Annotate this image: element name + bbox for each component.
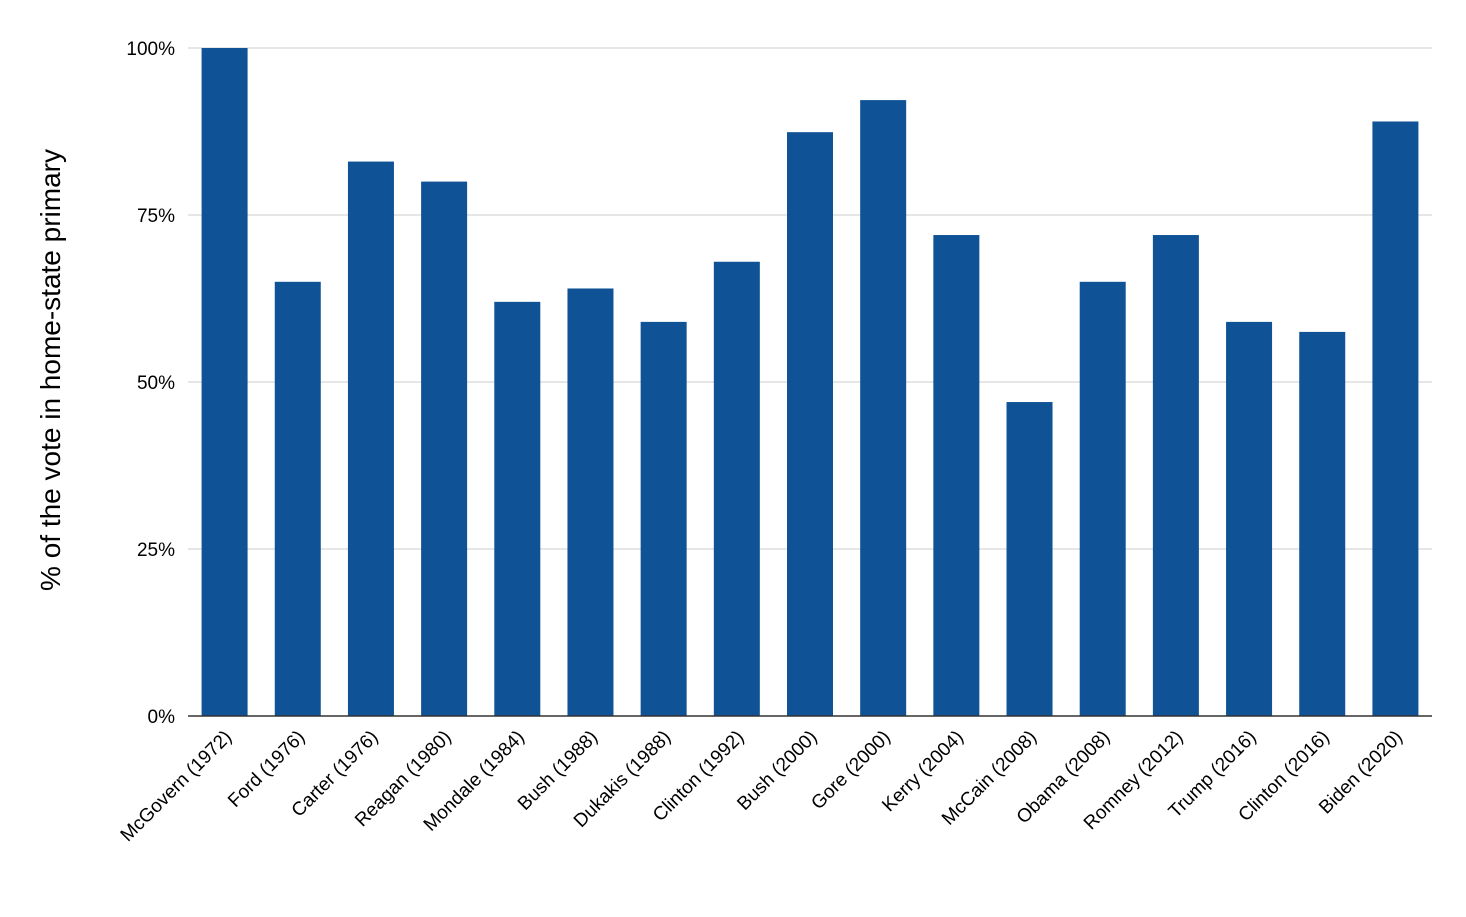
bar xyxy=(640,321,687,716)
bar xyxy=(713,261,760,716)
bar xyxy=(1079,281,1126,716)
bar xyxy=(933,235,980,717)
bar xyxy=(201,48,248,716)
bar xyxy=(1226,321,1273,716)
bar xyxy=(494,301,541,716)
y-axis-title: % of the vote in home-state primary xyxy=(35,149,66,591)
x-axis-ticks: McGovern (1972)Ford (1976)Carter (1976)R… xyxy=(117,727,1407,846)
bar xyxy=(347,161,394,716)
bars xyxy=(201,48,1419,717)
bar xyxy=(1299,331,1346,716)
y-tick-label: 50% xyxy=(137,373,175,394)
y-tick-label: 25% xyxy=(137,540,175,561)
bar xyxy=(1372,121,1419,717)
x-tick-label: McGovern (1972) xyxy=(117,727,236,846)
bar xyxy=(1006,402,1053,716)
bar xyxy=(1152,235,1199,717)
y-axis-ticks: 0% 25% 50% 75% 100% xyxy=(126,39,175,728)
bar xyxy=(860,100,907,716)
y-tick-label: 75% xyxy=(137,206,175,227)
bar xyxy=(787,132,833,717)
bar xyxy=(274,281,321,716)
y-tick-label: 100% xyxy=(126,39,175,60)
y-tick-label: 0% xyxy=(148,707,176,728)
bar xyxy=(421,181,468,717)
bar xyxy=(567,288,614,716)
